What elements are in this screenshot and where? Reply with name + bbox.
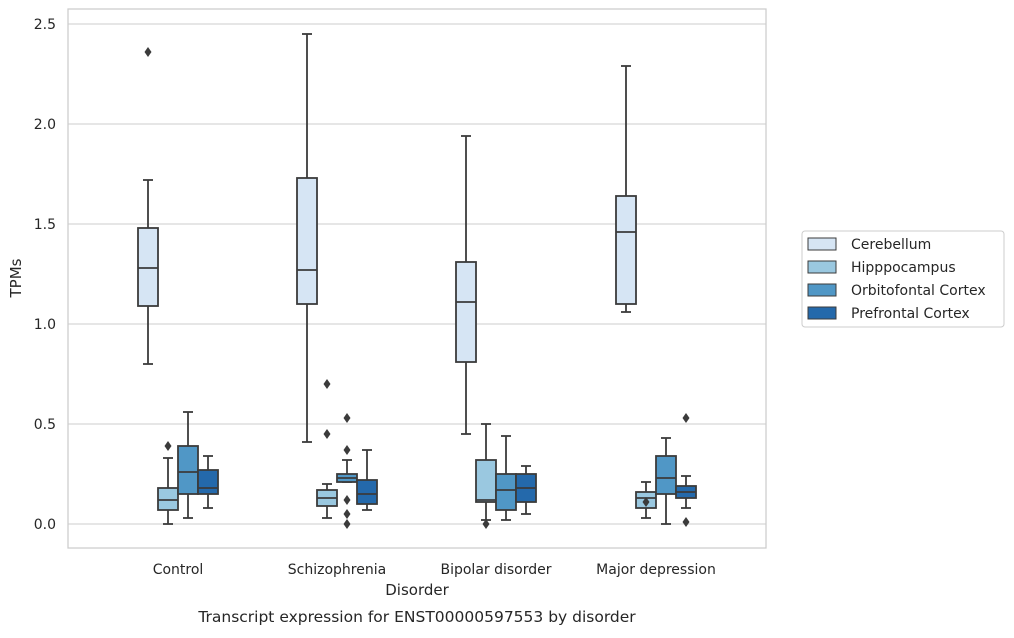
grid-lines	[68, 23, 766, 525]
box	[455, 261, 477, 363]
x-tick-label: Major depression	[596, 562, 716, 578]
series-cerebellum	[137, 33, 637, 443]
box	[475, 459, 497, 503]
series-hipppocampus	[157, 379, 657, 529]
outlier-point	[164, 441, 172, 451]
legend-label: Orbitofontal Cortex	[851, 283, 986, 299]
box	[495, 473, 517, 511]
box-group	[455, 135, 477, 435]
legend-frame	[801, 230, 1005, 328]
series-prefrontal-cortex	[197, 413, 697, 527]
y-tick-label: 1.0	[34, 317, 56, 333]
x-tick-label: Bipolar disorder	[440, 562, 551, 578]
y-tick-label: 1.5	[34, 217, 56, 233]
outlier-point	[682, 517, 690, 527]
box-group	[336, 413, 358, 529]
outlier-point	[343, 519, 351, 529]
box-group	[495, 435, 517, 521]
outlier-point	[343, 445, 351, 455]
x-tick-label: Control	[153, 562, 204, 578]
y-tick-label: 0.0	[34, 517, 56, 533]
box	[137, 227, 159, 307]
box-group	[137, 47, 159, 365]
box	[356, 479, 378, 505]
box	[655, 455, 677, 495]
box	[296, 177, 318, 305]
box-group	[177, 411, 199, 519]
outlier-point	[343, 413, 351, 423]
outlier-point	[642, 497, 650, 507]
x-axis-label: Disorder	[385, 581, 449, 599]
box-group	[475, 423, 497, 529]
y-tick-label: 0.5	[34, 417, 56, 433]
outlier-point	[682, 413, 690, 423]
box-group	[316, 379, 338, 519]
legend-label: Cerebellum	[851, 237, 931, 253]
y-tick-label: 2.0	[34, 117, 56, 133]
series-orbitofontal-cortex	[177, 411, 677, 529]
outlier-point	[144, 47, 152, 57]
box	[177, 445, 199, 495]
legend-label: Hipppocampus	[851, 260, 956, 276]
box	[615, 195, 637, 305]
box-group	[635, 481, 657, 519]
outlier-point	[323, 379, 331, 389]
legend-swatch	[807, 260, 837, 274]
y-tick-label: 2.5	[34, 17, 56, 33]
y-tick-labels: 0.0 0.5 1.0 1.5 2.0 2.5	[34, 17, 56, 533]
box-group	[655, 437, 677, 525]
plot-frame	[67, 8, 767, 549]
x-tick-label: Schizophrenia	[288, 562, 386, 578]
box-group	[515, 465, 537, 515]
outlier-point	[343, 509, 351, 519]
legend-swatch	[807, 237, 837, 251]
box-group	[197, 455, 219, 509]
chart-caption: Transcript expression for ENST0000059755…	[197, 608, 636, 626]
outlier-point	[323, 429, 331, 439]
legend-label: Prefrontal Cortex	[851, 306, 970, 322]
box-elements	[137, 33, 697, 529]
box-group	[356, 449, 378, 511]
x-tick-labels: Control Schizophrenia Bipolar disorder Majo…	[153, 562, 716, 578]
legend-swatch	[807, 283, 837, 297]
legend: Cerebellum Hipppocampus Orbitofontal Corte…	[801, 230, 1005, 328]
y-axis-label: TPMs	[7, 258, 25, 298]
legend-swatch	[807, 306, 837, 320]
box-group	[157, 441, 179, 525]
box	[197, 469, 219, 495]
box	[157, 487, 179, 511]
outlier-point	[343, 495, 351, 505]
box-group	[675, 413, 697, 527]
outlier-point	[482, 519, 490, 529]
box-group	[296, 33, 318, 443]
box-group	[615, 65, 637, 313]
